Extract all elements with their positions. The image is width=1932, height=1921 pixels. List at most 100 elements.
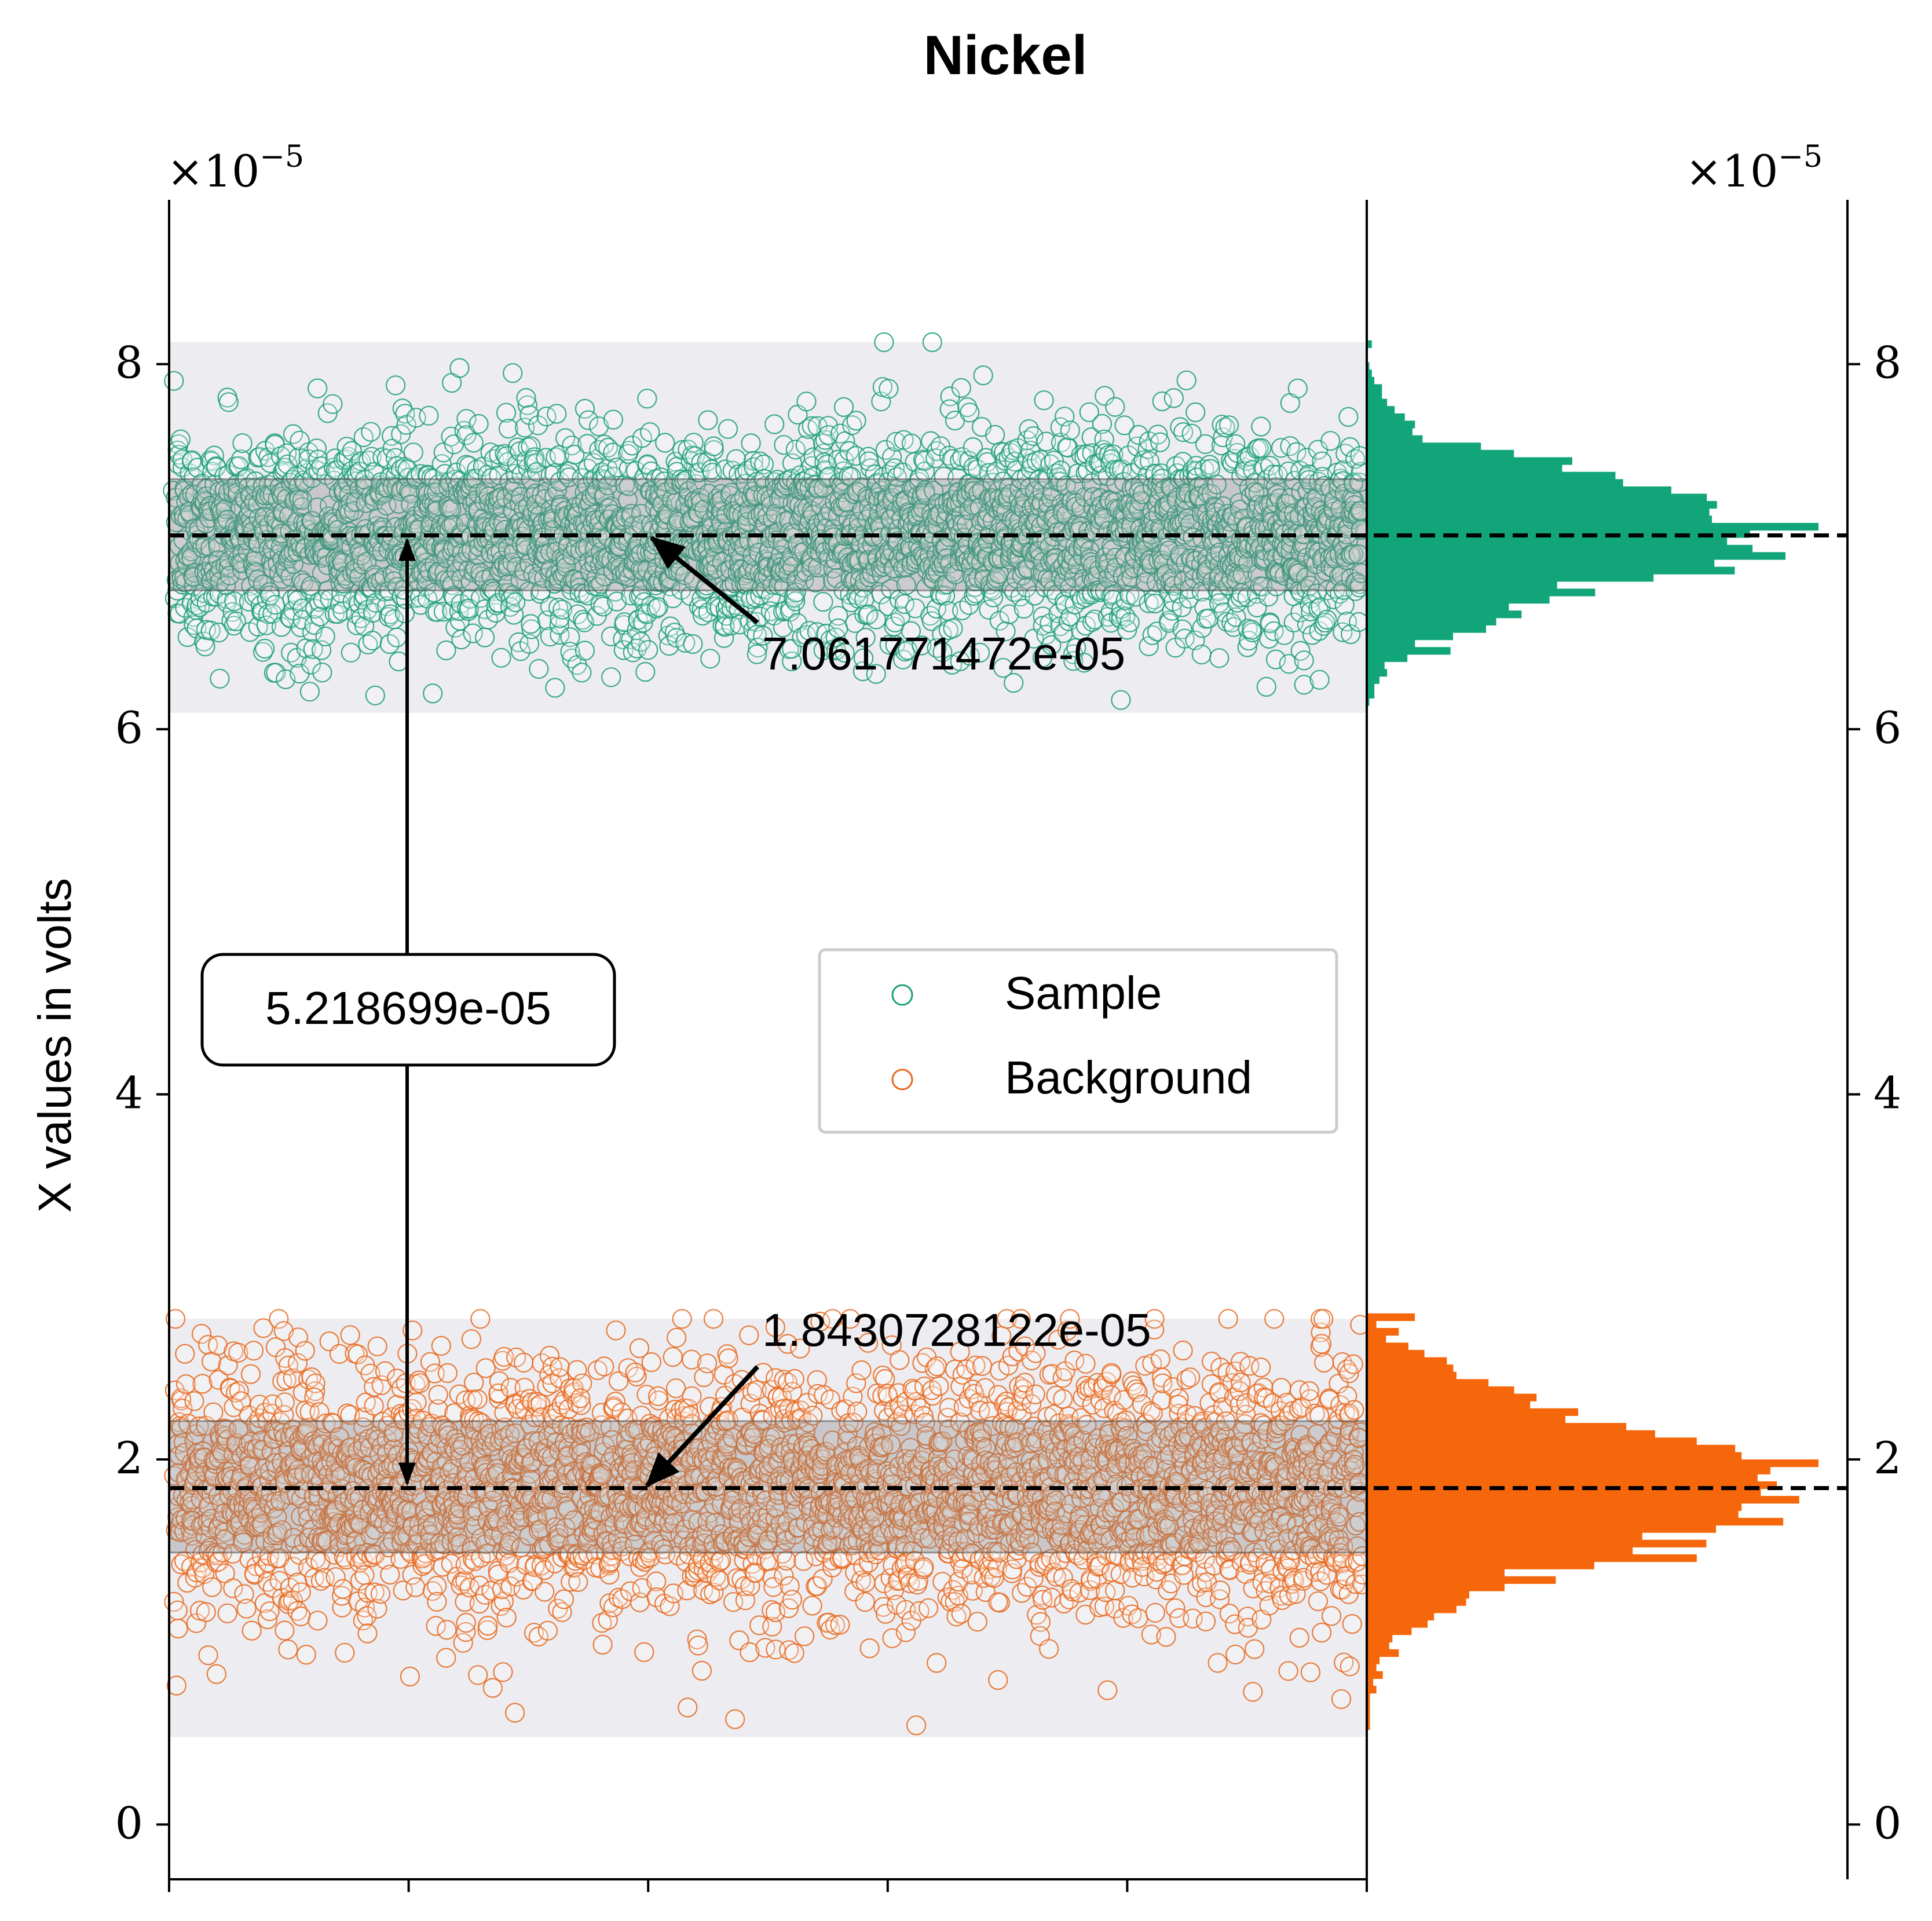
point-1-278 <box>275 1392 295 1413</box>
point-1-770 <box>470 1309 491 1329</box>
point-1-765 <box>468 1665 488 1685</box>
point-1-1896 <box>914 1557 934 1578</box>
point-1-73 <box>192 1374 213 1394</box>
point-1-428 <box>332 1579 353 1599</box>
point-0-2074 <box>985 425 1005 445</box>
point-0-538 <box>376 495 397 516</box>
point-1-1224 <box>647 1386 668 1406</box>
point-0-152 <box>224 591 244 612</box>
point-0-93 <box>200 620 221 641</box>
point-0-574 <box>391 424 411 444</box>
point-0-756 <box>463 433 484 453</box>
point-0-348 <box>302 622 323 642</box>
point-0-1513 <box>764 414 785 434</box>
point-1-137 <box>217 1603 237 1623</box>
point-1-1739 <box>851 1360 872 1381</box>
point-0-2837 <box>1287 378 1308 398</box>
point-0-787 <box>474 627 495 647</box>
point-1-200 <box>241 1620 262 1641</box>
point-0-371 <box>312 663 332 683</box>
point-1-1455 <box>739 1325 759 1345</box>
point-0-257 <box>266 663 286 683</box>
point-1-482 <box>354 1565 375 1585</box>
point-0-959 <box>545 678 565 698</box>
point-0-2722 <box>1242 620 1262 640</box>
point-1-31 <box>175 1344 195 1364</box>
point-0-1397 <box>718 419 738 439</box>
point-1-1926 <box>927 1653 947 1673</box>
point-1-943 <box>537 1620 558 1641</box>
point-0-2894 <box>1309 669 1330 690</box>
point-0-171 <box>232 433 253 453</box>
point-1-1378 <box>709 1571 730 1591</box>
point-1-1567 <box>784 1643 804 1663</box>
point-0-724 <box>449 358 470 378</box>
point-1-9 <box>168 1618 188 1639</box>
point-1-441 <box>340 1325 360 1345</box>
point-0-139 <box>218 392 239 412</box>
point-0-589 <box>398 467 419 488</box>
point-1-1397 <box>718 1348 738 1369</box>
point-0-282 <box>277 443 297 463</box>
point-1-1262 <box>663 1346 683 1367</box>
point-0-1458 <box>741 433 761 453</box>
point-1-1296 <box>678 1697 698 1718</box>
point-0-606 <box>403 442 423 463</box>
point-1-361 <box>308 1611 328 1631</box>
point-1-6 <box>167 1600 188 1620</box>
point-0-0 <box>164 371 184 391</box>
point-1-1334 <box>691 1660 712 1681</box>
point-0-491 <box>357 600 378 620</box>
point-0-1309 <box>683 634 703 654</box>
point-0-2593 <box>1191 645 1212 665</box>
point-1-809 <box>482 1678 503 1698</box>
point-1-1876 <box>906 1715 927 1736</box>
point-1-205 <box>243 1341 264 1361</box>
point-0-144 <box>219 565 240 586</box>
point-1-753 <box>461 1329 482 1349</box>
point-0-924 <box>529 658 549 679</box>
point-1-1616 <box>802 1596 822 1616</box>
point-0-2559 <box>1176 370 1196 390</box>
point-0-1801 <box>879 379 899 399</box>
point-1-276 <box>275 1620 295 1641</box>
point-1-1030 <box>570 1388 591 1408</box>
point-1-337 <box>296 1645 316 1665</box>
point-0-2040 <box>973 365 993 386</box>
point-0-2757 <box>1256 676 1276 697</box>
point-0-2747 <box>1252 438 1272 459</box>
point-0-2639 <box>1209 648 1230 668</box>
point-0-2488 <box>1150 432 1170 452</box>
point-0-1195 <box>638 640 658 660</box>
point-1-767 <box>467 1389 488 1410</box>
point-0-2964 <box>1338 407 1359 427</box>
point-0-221 <box>253 642 273 662</box>
point-0-444 <box>341 642 361 663</box>
point-1-322 <box>291 1582 311 1602</box>
point-1-1184 <box>634 1642 654 1662</box>
point-1-433 <box>335 1642 355 1663</box>
point-0-380 <box>315 626 335 647</box>
point-1-1742 <box>855 1591 875 1612</box>
point-0-559 <box>385 375 406 396</box>
point-0-1350 <box>698 410 718 430</box>
point-1-285 <box>278 1640 298 1660</box>
point-1-1902 <box>918 1598 939 1618</box>
point-1-1017 <box>568 1572 588 1592</box>
point-0-657 <box>423 683 443 704</box>
point-0-643 <box>419 405 439 426</box>
point-0-2988 <box>1349 612 1369 632</box>
point-0-614 <box>406 408 426 428</box>
point-0-2581 <box>1185 402 1206 423</box>
point-0-1990 <box>951 378 971 398</box>
point-0-341 <box>299 682 320 702</box>
point-1-1571 <box>784 1369 804 1389</box>
point-0-830 <box>491 647 511 668</box>
point-1-84 <box>196 1602 216 1622</box>
point-0-2524 <box>1163 388 1184 408</box>
point-0-15 <box>170 429 191 449</box>
point-1-608 <box>405 1577 426 1597</box>
point-0-510 <box>365 685 386 705</box>
point-1-1591 <box>794 1626 815 1646</box>
